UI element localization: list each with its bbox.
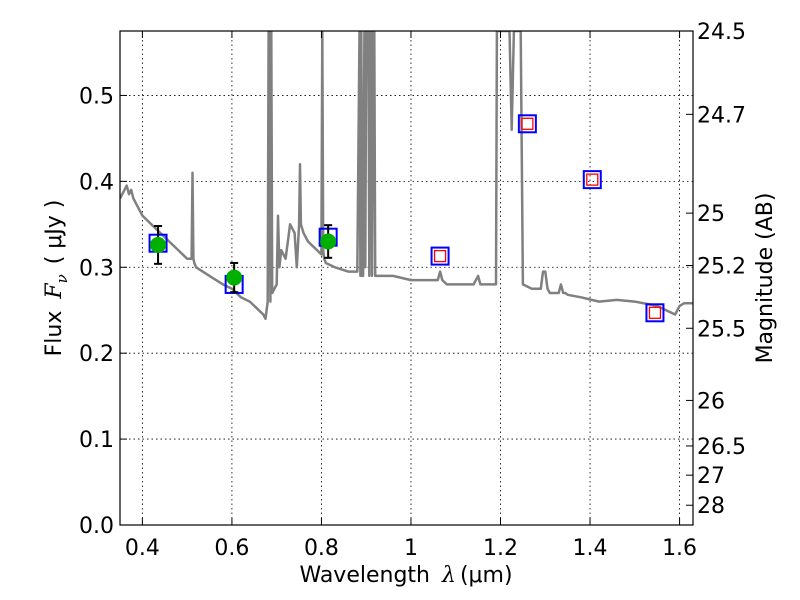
model-photometry-marker	[582, 170, 602, 190]
ir-model-marker	[521, 117, 534, 130]
x-tick-label: 0.6	[214, 536, 249, 561]
y-axis-left-label: FluxFν( μJy )	[42, 200, 71, 357]
magnitude-tick-label: 25.2	[697, 255, 746, 280]
observed-point	[226, 269, 243, 286]
magnitude-tick-label: 24.7	[697, 103, 746, 128]
y-tick-label: 0.5	[79, 84, 114, 109]
tick-layer: 0.4 0.6 0.8 1 1.2 1.4 1.6 0.0 0.1 0.2 0.3 0.4 0.5 24.…	[79, 20, 746, 561]
plot-frame	[119, 30, 694, 526]
x-tick-label: 1.4	[573, 536, 608, 561]
x-tick-label: 0.4	[125, 536, 160, 561]
plot-content	[120, 31, 693, 323]
magnitude-tick-label: 24.5	[697, 20, 746, 45]
x-tick-label: 1.2	[483, 536, 518, 561]
magnitude-tick-label: 25	[697, 202, 725, 227]
magnitude-tick-label: 28	[697, 494, 725, 519]
model-photometry-marker	[645, 303, 665, 323]
ir-model-marker	[433, 249, 447, 263]
magnitude-tick-label: 27	[697, 464, 725, 489]
sed-model-line	[120, 31, 693, 321]
x-tick-label: 1	[404, 536, 418, 561]
ir-model-marker	[586, 173, 599, 186]
x-tick-label: 0.8	[304, 536, 339, 561]
magnitude-tick-label: 26.5	[697, 435, 746, 460]
y-tick-label: 0.1	[79, 428, 114, 453]
model-photometry-marker	[430, 246, 450, 266]
y-tick-label: 0.3	[79, 256, 114, 281]
observed-point	[320, 233, 337, 250]
x-tick-label: 1.6	[662, 536, 697, 561]
y-tick-label: 0.4	[79, 170, 114, 195]
y-tick-label: 0.0	[79, 514, 114, 539]
ir-model-marker	[648, 306, 662, 319]
x-axis-label: Wavelength λ (μm)	[299, 563, 512, 588]
magnitude-tick-label: 26	[697, 389, 725, 414]
y-tick-label: 0.2	[79, 342, 114, 367]
plot-layer	[120, 31, 693, 323]
magnitude-tick-label: 25.5	[697, 317, 746, 342]
model-photometry-marker	[517, 114, 537, 134]
observed-point	[150, 236, 167, 253]
y-axis-right-label: Magnitude (AB)	[753, 193, 778, 364]
